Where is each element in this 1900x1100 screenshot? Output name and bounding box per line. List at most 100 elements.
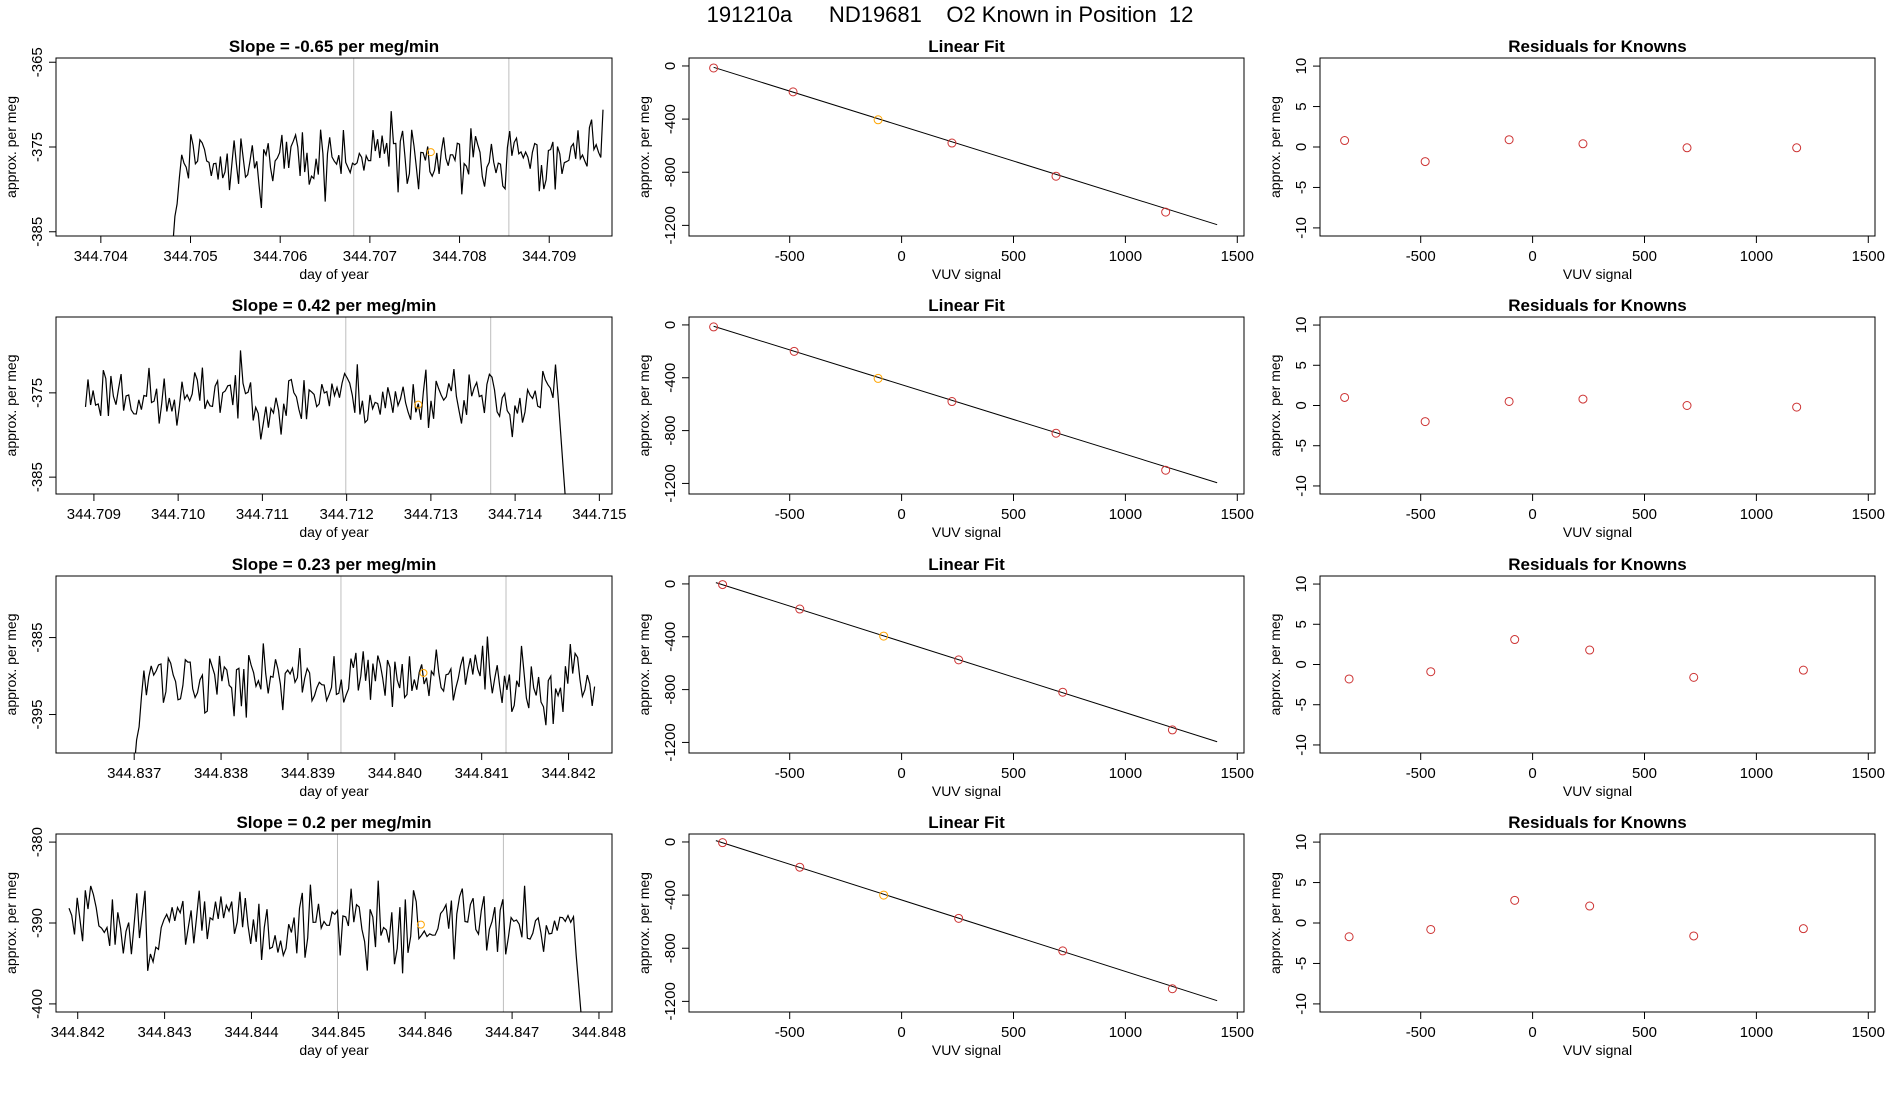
panel-title: Slope = -0.65 per meg/min xyxy=(229,37,439,56)
y-axis-label: approx. per meg xyxy=(3,355,19,457)
y-tick-label: 5 xyxy=(1293,620,1310,628)
x-axis-label: VUV signal xyxy=(1563,266,1632,282)
panel-title: Slope = 0.23 per meg/min xyxy=(232,555,437,574)
data-point xyxy=(718,580,728,590)
x-tick-label: -500 xyxy=(1406,506,1436,523)
y-tick-label: -400 xyxy=(29,989,46,1019)
residual-point xyxy=(1682,401,1692,410)
linear-fit-panel-row-1: Linear Fit -500 0 500 1000 1500 0 -400 -800 -1200… xyxy=(636,296,1254,540)
data-point xyxy=(789,346,799,356)
x-tick-label: 1500 xyxy=(1221,1024,1254,1041)
data-point xyxy=(954,913,964,923)
timeseries-panel-row-0: Slope = -0.65 per meg/min 344.704 344.705 3… xyxy=(3,37,613,282)
panel-title: Slope = 0.2 per meg/min xyxy=(236,813,431,832)
y-tick-label: -400 xyxy=(662,104,679,134)
residual-point xyxy=(1578,394,1588,404)
fit-line xyxy=(713,325,1218,484)
x-tick-label: 344.839 xyxy=(281,765,335,782)
residual-point xyxy=(1792,143,1802,153)
x-tick-label: 1500 xyxy=(1852,1024,1885,1041)
x-axis-label: VUV signal xyxy=(932,1042,1001,1058)
residual-point xyxy=(1689,931,1699,941)
data-point xyxy=(1051,171,1061,181)
data-point xyxy=(709,63,719,73)
plot-area xyxy=(68,834,582,1012)
x-tick-label: 1000 xyxy=(1109,248,1142,265)
data-point xyxy=(709,322,719,332)
y-tick-label: 5 xyxy=(1293,361,1310,369)
x-tick-label: 344.713 xyxy=(404,506,458,523)
x-tick-label: 1000 xyxy=(1740,248,1773,265)
y-tick-label: -10 xyxy=(1293,475,1310,497)
y-tick-label: -800 xyxy=(662,675,679,705)
x-tick-label: 1500 xyxy=(1221,506,1254,523)
plot-frame xyxy=(55,316,613,495)
panel-title: Residuals for Knowns xyxy=(1508,296,1687,315)
plot-area xyxy=(1340,392,1802,427)
residual-point xyxy=(1426,667,1436,677)
y-tick-label: -1200 xyxy=(662,464,679,502)
x-tick-label: 344.714 xyxy=(488,506,542,523)
y-tick-label: -10 xyxy=(1293,734,1310,756)
x-axis-label: VUV signal xyxy=(1563,524,1632,540)
plot-frame xyxy=(688,57,1245,237)
y-tick-label: 0 xyxy=(1293,660,1310,668)
plot-area xyxy=(715,838,1218,1002)
plot-frame xyxy=(55,57,613,237)
y-tick-label: -5 xyxy=(1293,698,1310,711)
y-tick-label: -5 xyxy=(1293,181,1310,194)
x-tick-label: 0 xyxy=(897,1024,905,1041)
timeseries-panel-row-1: Slope = 0.42 per meg/min 344.709 344.710 34… xyxy=(3,296,626,540)
x-tick-label: -500 xyxy=(775,765,805,782)
data-point xyxy=(873,115,883,125)
residuals-panel-row-3: Residuals for Knowns -500 0 500 1000 1500 10 5 0… xyxy=(1267,813,1885,1058)
plot-frame xyxy=(688,316,1245,495)
x-tick-label: 344.843 xyxy=(137,1024,191,1041)
panel-title: Linear Fit xyxy=(928,296,1005,315)
y-tick-label: 0 xyxy=(1293,401,1310,409)
data-point xyxy=(1161,207,1171,217)
plot-frame xyxy=(1319,57,1876,237)
plot-area xyxy=(709,322,1218,484)
residuals-panel-row-2: Residuals for Knowns -500 0 500 1000 1500 10 5 0… xyxy=(1267,555,1885,799)
x-tick-label: 0 xyxy=(1528,248,1536,265)
x-tick-label: -500 xyxy=(775,506,805,523)
y-axis-label: approx. per meg xyxy=(636,355,652,457)
y-tick-label: 10 xyxy=(1293,58,1310,75)
data-point xyxy=(873,373,883,383)
data-point xyxy=(879,631,889,641)
y-tick-label: 0 xyxy=(662,838,679,846)
x-tick-label: 1000 xyxy=(1109,506,1142,523)
x-tick-label: 0 xyxy=(897,765,905,782)
y-tick-label: -365 xyxy=(29,47,46,77)
panel-title: Residuals for Knowns xyxy=(1508,813,1687,832)
x-tick-label: 344.711 xyxy=(236,506,289,523)
panel-title: Linear Fit xyxy=(928,37,1005,56)
x-axis-label: VUV signal xyxy=(1563,1042,1632,1058)
known-point-marker xyxy=(419,668,428,677)
residual-point xyxy=(1792,402,1802,412)
known-point-marker xyxy=(426,148,435,157)
x-tick-label: 1000 xyxy=(1740,1024,1773,1041)
x-tick-label: 344.848 xyxy=(572,1024,626,1041)
y-tick-label: -390 xyxy=(29,908,46,938)
residual-point xyxy=(1682,143,1692,153)
residual-point xyxy=(1510,895,1520,905)
x-axis-label: day of year xyxy=(299,524,369,540)
y-tick-label: -10 xyxy=(1293,217,1310,239)
y-tick-label: -400 xyxy=(662,880,679,910)
y-tick-label: 10 xyxy=(1293,834,1310,851)
residual-point xyxy=(1344,674,1354,684)
plot-area xyxy=(1344,635,1808,684)
x-tick-label: 1500 xyxy=(1852,248,1885,265)
data-point xyxy=(1167,984,1177,994)
x-tick-label: 500 xyxy=(1632,506,1657,523)
plot-area xyxy=(84,317,566,494)
y-axis-label: approx. per meg xyxy=(636,96,652,198)
x-tick-label: 500 xyxy=(1632,1024,1657,1041)
x-tick-label: -500 xyxy=(1406,1024,1436,1041)
x-tick-label: -500 xyxy=(1406,765,1436,782)
y-tick-label: 5 xyxy=(1293,878,1310,886)
x-tick-label: 344.709 xyxy=(67,506,121,523)
fit-line xyxy=(715,582,1218,743)
